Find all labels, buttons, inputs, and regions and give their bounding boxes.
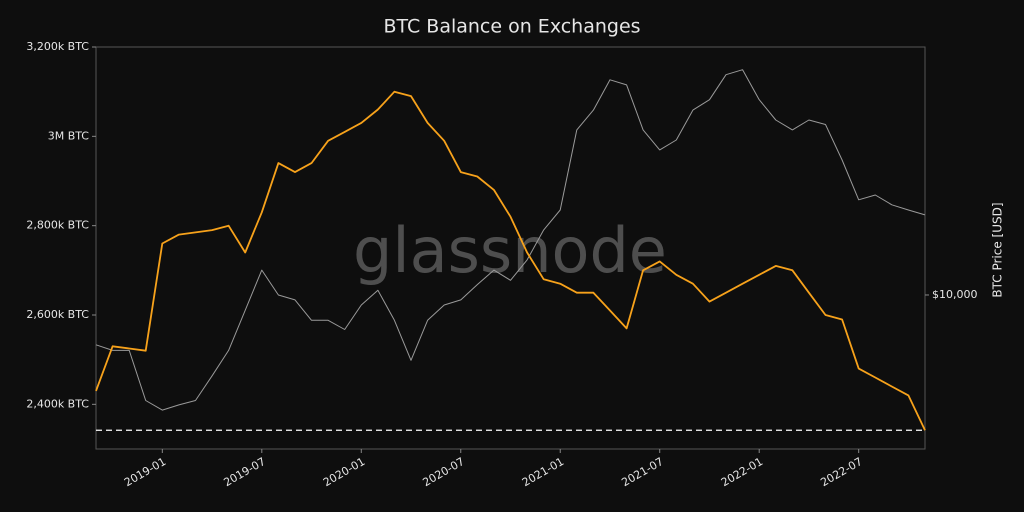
y-tick-label: 3,200k BTC [26,40,89,53]
y2-tick-label: $10,000 [932,288,978,301]
y-tick-label: 3M BTC [48,129,90,142]
y-tick-label: 2,800k BTC [26,219,89,232]
y-tick-label: 2,600k BTC [26,308,89,321]
chart-title: BTC Balance on Exchanges [383,16,640,38]
watermark: glassnode [353,214,667,287]
plot-frame [95,46,926,450]
series-line [95,69,926,411]
y-tick-label: 2,400k BTC [26,397,89,410]
series-line [95,90,926,431]
y2-axis-label: BTC Price [USD] [991,202,1005,297]
